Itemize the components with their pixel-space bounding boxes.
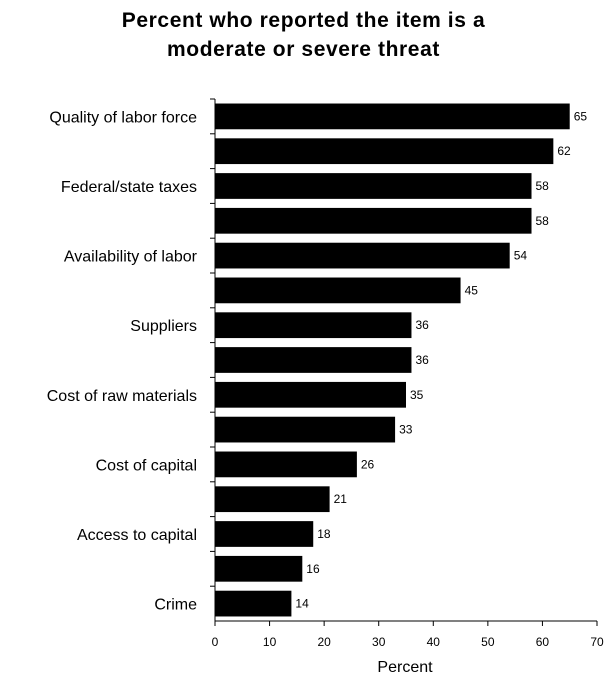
x-tick-label-2: 20: [317, 635, 331, 649]
bar-7: [215, 347, 412, 373]
bar-11: [215, 486, 330, 513]
data-label-0: 65: [574, 109, 588, 123]
axis-layer: [210, 98, 598, 626]
data-label-7: 36: [415, 353, 429, 367]
bar-10: [215, 451, 357, 478]
category-label-14: Crime: [154, 597, 197, 614]
chart-title-line-2: moderate or severe threat: [167, 38, 440, 61]
bar-13: [215, 555, 303, 582]
data-label-10: 26: [361, 457, 375, 471]
x-tick-label-4: 40: [427, 635, 441, 649]
category-label-12: Access to capital: [77, 527, 197, 544]
x-tick-label-7: 70: [590, 635, 604, 649]
data-label-14: 14: [295, 597, 309, 611]
category-label-2: Federal/state taxes: [61, 179, 197, 196]
data-label-9: 33: [399, 423, 413, 437]
data-label-2: 58: [536, 179, 550, 193]
bar-9: [215, 416, 396, 443]
bar-3: [215, 207, 532, 234]
bar-14: [215, 590, 292, 617]
category-label-0: Quality of labor force: [49, 109, 197, 126]
chart-title-line-1: Percent who reported the item is a: [121, 9, 486, 32]
data-label-6: 36: [415, 318, 429, 332]
data-label-13: 16: [306, 562, 320, 576]
category-label-8: Cost of raw materials: [47, 388, 197, 405]
data-label-1: 62: [557, 144, 571, 158]
category-label-4: Availability of labor: [64, 249, 198, 266]
bar-1: [215, 138, 554, 165]
data-label-12: 18: [317, 527, 331, 541]
bar-12: [215, 521, 314, 547]
x-tick-label-0: 0: [212, 635, 219, 649]
category-label-6: Suppliers: [130, 318, 197, 335]
data-label-8: 35: [410, 388, 424, 402]
data-label-4: 54: [514, 249, 528, 263]
x-tick-label-3: 30: [372, 635, 386, 649]
bar-4: [215, 242, 510, 269]
data-label-5: 45: [465, 283, 479, 297]
bar-0: [215, 103, 570, 130]
labels-layer: 65 Quality of labor force 62 58 Federal/stat…: [47, 109, 604, 649]
bar-2: [215, 173, 532, 199]
x-tick-label-1: 10: [263, 635, 277, 649]
bar-5: [215, 277, 461, 304]
data-label-11: 21: [334, 492, 348, 506]
bars-layer: [215, 103, 570, 617]
x-tick-label-5: 50: [481, 635, 495, 649]
bar-6: [215, 312, 412, 339]
x-axis-title: Percent: [377, 659, 433, 676]
bar-8: [215, 381, 406, 408]
category-label-10: Cost of capital: [96, 457, 197, 474]
chart-title: Percent who reported the item is a moder…: [0, 6, 607, 64]
data-label-3: 58: [536, 214, 550, 228]
x-tick-label-6: 60: [536, 635, 550, 649]
